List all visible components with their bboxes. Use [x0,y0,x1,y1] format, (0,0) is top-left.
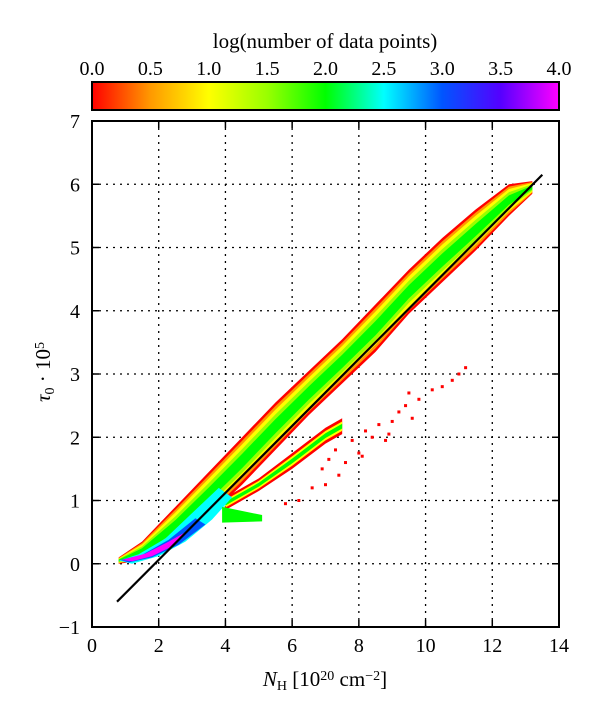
colorbar-tick-label: 0.5 [138,58,163,80]
outlier-point [324,483,327,487]
x-tick-label: 10 [416,635,436,657]
core-blue [120,518,206,563]
outlier-point [350,438,354,442]
outlier-point [370,435,374,439]
y-tick-labels: −1 0 1 2 3 4 5 6 7 [59,111,559,639]
x-tick-label: 14 [549,635,569,657]
outlier-point [450,378,454,382]
x-label-bracket-open: [10 [287,667,320,691]
outlier-point [344,461,348,465]
x-axis-label: NH [1020 cm−2] [262,667,387,694]
outlier-point [404,404,408,408]
colorbar-tick-labels: 0.0 0.5 1.0 1.5 2.0 2.5 3.0 3.5 4.0 [80,58,572,110]
colorbar-tick-label: 1.5 [255,58,280,80]
outlier-point [440,385,444,389]
y-tick-label: 1 [70,491,80,513]
x-label-bracket-close: ] [380,667,387,691]
x-tick-label: 2 [154,635,164,657]
colorbar-tick-label: 1.0 [196,58,221,80]
outlier-point [334,448,338,452]
colorbar-label: log(number of data points) [213,29,438,53]
x-label-exponent: 20 [320,669,334,684]
outlier-point [310,486,314,490]
colorbar-tick-label: 3.0 [430,58,455,80]
fit-line [116,173,544,603]
outlier-point [430,388,434,392]
y-tick-label: 2 [70,427,80,449]
outlier-point [377,423,381,427]
outlier-point [357,451,361,455]
colorbar-tick-label: 3.5 [488,58,513,80]
y-tick-label: 6 [70,174,80,196]
outlier-point [283,502,287,506]
x-label-unit: cm [334,667,365,691]
density-data [118,181,533,564]
x-tick-label: 12 [482,635,502,657]
outlier-point [417,397,421,401]
spur-feature [222,506,263,523]
y-axis-label: τ0 · 105 [31,342,58,402]
outlier-point [360,454,364,458]
outlier-point [397,410,401,414]
outlier-point [337,473,341,477]
colorbar-tick-label: 0.0 [80,58,105,80]
colorbar-tick-label: 2.0 [313,58,338,80]
outlier-point [464,366,468,370]
y-tick-label: 0 [70,554,80,576]
y-label-subscript: 0 [43,387,58,394]
x-tick-label: 6 [287,635,297,657]
x-tick-label: 4 [220,635,230,657]
outlier-point [407,391,411,395]
main-band-green [118,185,533,562]
outlier-point [327,457,331,461]
outlier-point [384,438,388,442]
colorbar [91,81,560,111]
colorbar-tick-label: 2.5 [371,58,396,80]
branch-green [225,423,343,506]
y-tick-label: 4 [70,301,80,323]
outlier-point [320,467,324,471]
outlier-point [297,499,301,502]
x-tick-label: 0 [87,635,97,657]
outlier-point [390,419,394,423]
core-cyan [118,487,233,564]
y-tick-label: 7 [70,111,80,133]
outlier-point [364,429,368,433]
x-label-subscript: H [277,679,287,694]
outlier-point [387,432,391,436]
y-label-middle: · 10 [31,349,55,388]
grid-lines [92,121,559,627]
y-label-exponent: 5 [33,342,48,349]
y-tick-label: 3 [70,364,80,386]
y-tick-label: 5 [70,238,80,260]
x-tick-label: 8 [354,635,364,657]
x-label-symbol: N [262,667,278,691]
outlier-point [457,372,461,376]
y-tick-label: −1 [59,617,80,639]
outlier-point [410,416,414,420]
x-label-unit-exponent: −2 [365,669,380,684]
x-tick-labels: 0 2 4 6 8 10 12 14 [87,121,569,657]
core-magenta [122,532,186,562]
y-label-symbol: τ [31,393,55,402]
colorbar-tick-label: 4.0 [547,58,572,80]
